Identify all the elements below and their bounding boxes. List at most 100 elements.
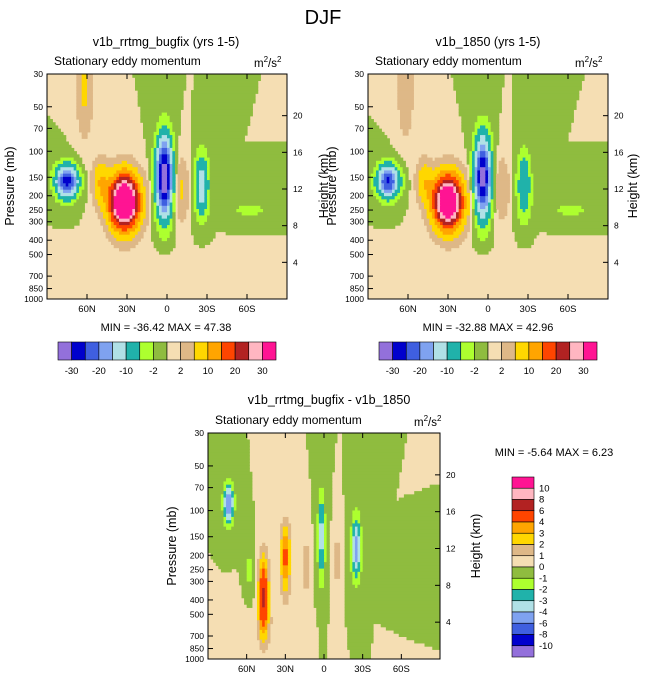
- heatmap-cell: [280, 575, 284, 579]
- heatmap-cell: [175, 154, 179, 159]
- heatmap-cell: [267, 623, 271, 628]
- heatmap-cell: [199, 173, 205, 178]
- heatmap-cell: [318, 633, 328, 637]
- heatmap-cell: [280, 584, 284, 589]
- heatmap-cell: [105, 202, 109, 207]
- heatmap-cell: [474, 205, 478, 210]
- y-tick-label: 150: [190, 532, 204, 542]
- heatmap-cell: [151, 192, 155, 197]
- heatmap-cell: [402, 176, 406, 181]
- heatmap-cell: [517, 196, 521, 200]
- heatmap-cell: [177, 209, 187, 213]
- heatmap-cell: [282, 552, 289, 557]
- heatmap-cell: [183, 180, 189, 184]
- heatmap-cell: [488, 199, 492, 204]
- heatmap-cell: [368, 176, 372, 181]
- heatmap-cell: [461, 205, 465, 210]
- heatmap-cell: [156, 135, 163, 139]
- heatmap-cell: [267, 562, 271, 566]
- heatmap-cell: [47, 147, 75, 152]
- heatmap-cell: [520, 202, 529, 207]
- heatmap-cell: [426, 192, 433, 197]
- heatmap-cell: [159, 144, 163, 149]
- heatmap-cell: [533, 192, 608, 197]
- heatmap-cell: [472, 138, 476, 143]
- heatmap-cell: [159, 199, 163, 204]
- heatmap-cell: [344, 552, 351, 557]
- heatmap-cell: [349, 562, 353, 566]
- heatmap-cell: [360, 516, 440, 521]
- heatmap-cell: [352, 555, 356, 560]
- colorbar-label: -10: [539, 641, 553, 652]
- heatmap-cell: [177, 183, 181, 188]
- heatmap-cell: [73, 186, 77, 191]
- heatmap-cell: [456, 218, 460, 223]
- heatmap-cell: [151, 196, 155, 200]
- y-tick-label: 150: [350, 172, 364, 182]
- heatmap-cell: [316, 623, 328, 628]
- heatmap-cell: [259, 613, 268, 618]
- heatmap-cell: [233, 497, 237, 502]
- heatmap-cell: [111, 231, 120, 236]
- heatmap-cell: [209, 164, 287, 168]
- heatmap-cell: [530, 160, 608, 165]
- heatmap-cell: [204, 157, 211, 162]
- colorbar-swatch: [166, 341, 181, 361]
- heatmap-cell: [400, 173, 406, 178]
- heatmap-cell: [103, 212, 109, 217]
- heatmap-cell: [167, 157, 171, 162]
- heatmap-cell: [95, 192, 101, 197]
- heatmap-cell: [324, 542, 328, 547]
- heatmap-cell: [287, 526, 292, 531]
- heatmap-cell: [108, 215, 112, 220]
- heatmap-cell: [456, 93, 502, 98]
- heatmap-cell: [180, 157, 184, 162]
- heatmap-cell: [432, 225, 438, 229]
- heatmap-cell: [421, 209, 428, 213]
- heatmap-cell: [143, 183, 149, 188]
- heatmap-cell: [208, 439, 250, 444]
- heatmap-cell: [318, 565, 325, 570]
- heatmap-cell: [236, 209, 264, 213]
- heatmap-cell: [191, 189, 195, 194]
- heatmap-cell: [105, 234, 115, 239]
- colorbar-label: 10: [524, 366, 535, 377]
- heatmap-cell: [512, 183, 516, 188]
- heatmap-cell: [167, 215, 173, 220]
- heatmap-cell: [546, 231, 608, 236]
- heatmap-cell: [140, 183, 144, 188]
- panel-2-ylabel-right: Height (km): [626, 154, 640, 219]
- x-tick-label: 60N: [78, 304, 96, 315]
- heatmap-cell: [440, 209, 457, 213]
- heatmap-cell: [95, 180, 99, 184]
- heatmap-cell: [47, 212, 83, 217]
- heatmap-cell: [111, 196, 115, 200]
- heatmap-cell: [362, 539, 440, 544]
- heatmap-cell: [113, 183, 117, 188]
- heatmap-cell: [357, 571, 361, 576]
- heatmap-cell: [282, 536, 289, 541]
- heatmap-cell: [517, 183, 532, 188]
- heatmap-cell: [151, 218, 155, 223]
- heatmap-cell: [76, 99, 83, 104]
- heatmap-cell: [466, 218, 470, 223]
- heatmap-cell: [349, 546, 353, 550]
- heatmap-cell: [424, 183, 436, 188]
- heatmap-cell: [416, 164, 425, 168]
- heatmap-cell: [63, 176, 72, 181]
- heatmap-cell: [349, 652, 371, 657]
- heatmap-cell: [472, 196, 476, 200]
- heatmap-cell: [161, 186, 168, 191]
- heatmap-cell: [132, 215, 136, 220]
- heatmap-cell: [256, 562, 261, 566]
- heatmap-cell: [464, 202, 468, 207]
- colorbar-label: 4: [539, 517, 544, 528]
- heatmap-cell: [226, 513, 232, 518]
- heatmap-cell: [512, 147, 521, 152]
- heatmap-cell: [100, 205, 107, 210]
- heatmap-cell: [89, 170, 96, 175]
- heatmap-cell: [485, 176, 489, 181]
- heatmap-cell: [485, 183, 489, 188]
- heatmap-cell: [287, 581, 292, 586]
- heatmap-cell: [226, 520, 232, 524]
